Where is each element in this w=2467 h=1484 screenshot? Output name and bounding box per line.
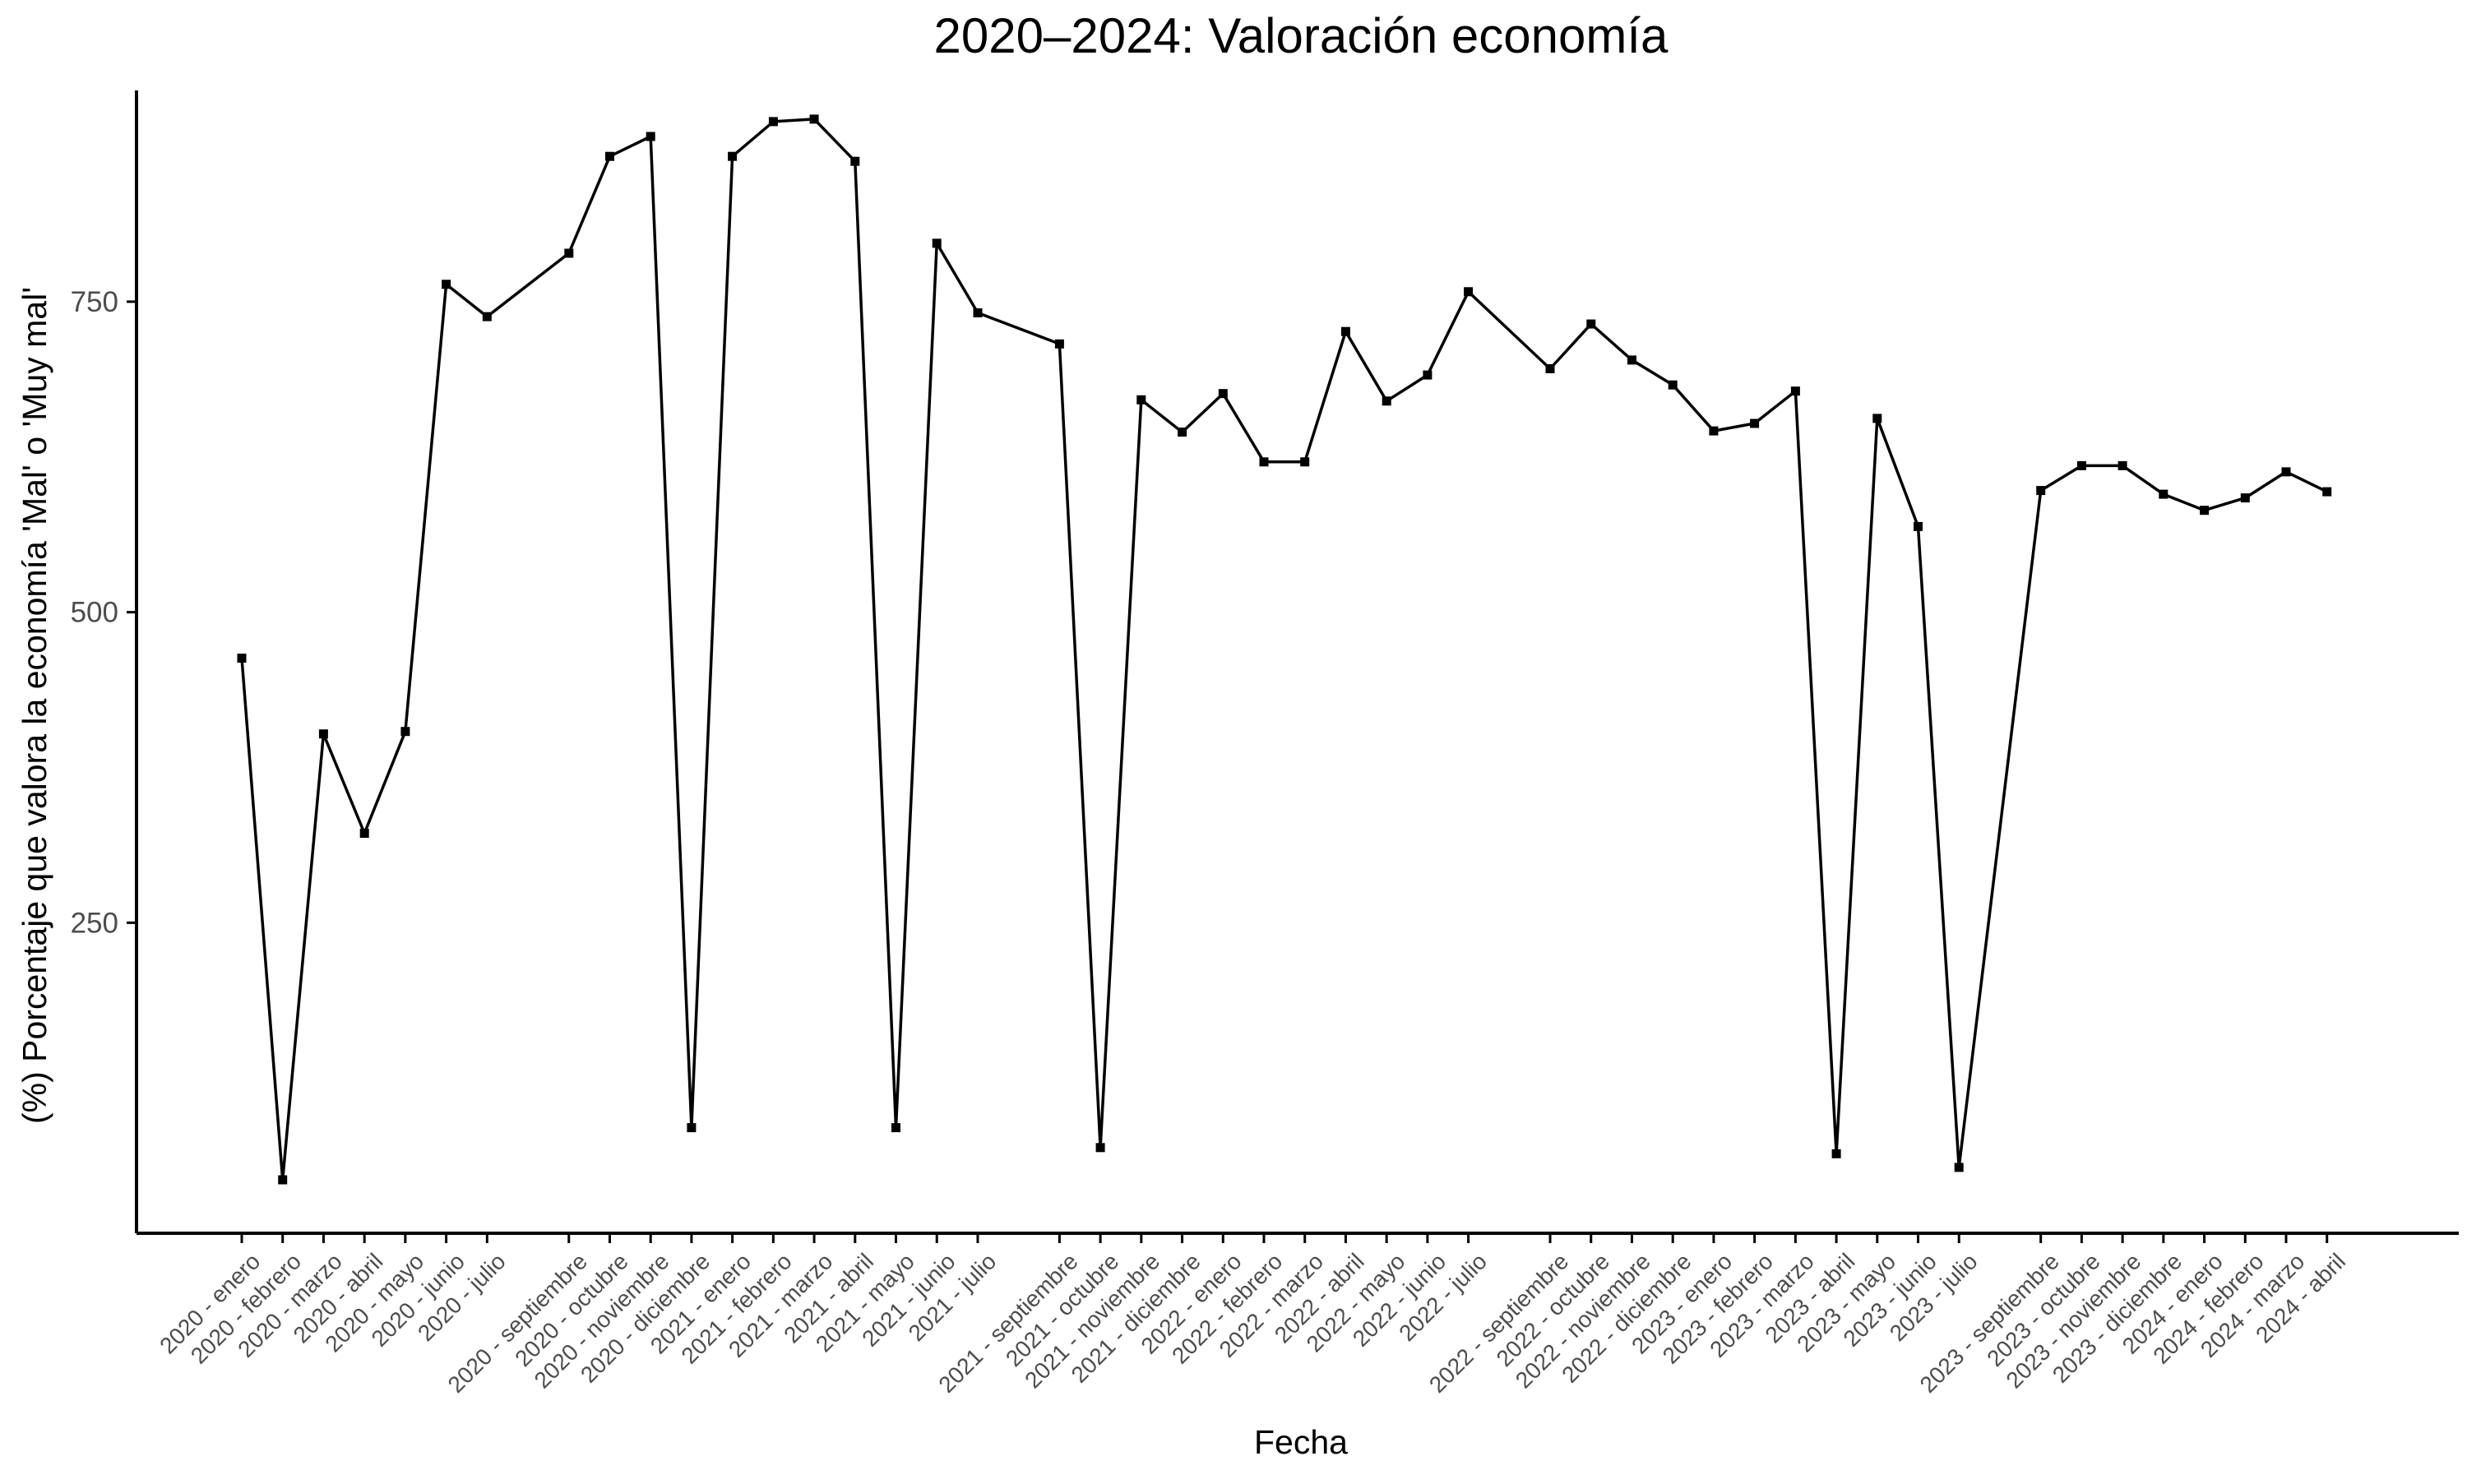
data-point <box>1954 1163 1964 1172</box>
data-point <box>564 248 574 258</box>
data-point <box>646 132 655 141</box>
data-point <box>1914 521 1923 531</box>
data-point <box>1218 389 1228 399</box>
data-point <box>1423 370 1433 380</box>
data-point <box>1340 326 1350 336</box>
data-point <box>932 238 942 248</box>
series-points-layer <box>237 114 2332 1185</box>
data-point <box>2076 460 2086 470</box>
data-point <box>891 1123 900 1133</box>
data-point <box>1790 386 1800 396</box>
series-line <box>240 118 2328 1181</box>
data-point <box>1464 287 1474 297</box>
y-tick-label: 500 <box>71 597 118 629</box>
data-point <box>237 654 247 663</box>
data-point <box>318 729 328 739</box>
data-point <box>1178 428 1187 437</box>
y-tick-label: 250 <box>71 907 118 939</box>
data-point <box>1545 364 1555 373</box>
data-point <box>1259 457 1269 467</box>
data-point <box>768 117 778 127</box>
data-point <box>2159 489 2168 499</box>
chart-title: 2020–2024: Valoración economía <box>934 8 1669 63</box>
data-point <box>278 1175 288 1185</box>
x-axis-title: Fecha <box>1254 1423 1348 1461</box>
data-point <box>442 280 451 289</box>
data-point <box>2118 460 2127 470</box>
axes <box>135 90 2459 1235</box>
y-axis-ticks: 250 500 750 <box>71 286 137 939</box>
data-point <box>2200 506 2210 515</box>
data-point <box>973 308 983 317</box>
data-point <box>1750 418 1760 428</box>
data-point <box>605 151 614 161</box>
data-point <box>728 151 738 161</box>
data-point <box>687 1123 697 1133</box>
data-point <box>1586 319 1596 329</box>
data-point <box>1136 395 1146 405</box>
data-point <box>1095 1143 1105 1153</box>
data-point <box>1872 414 1882 423</box>
data-point <box>400 727 410 737</box>
data-point <box>2281 467 2291 477</box>
data-point <box>482 312 492 321</box>
data-point <box>1668 380 1678 390</box>
data-point <box>1300 457 1310 467</box>
data-point <box>1382 396 1391 406</box>
data-point <box>809 114 819 124</box>
data-point <box>850 156 860 166</box>
data-point <box>1831 1149 1841 1158</box>
data-point <box>2036 486 2046 496</box>
data-point <box>1709 426 1719 436</box>
series-line-layer <box>240 118 2328 1181</box>
data-point <box>2322 487 2332 497</box>
data-point <box>1627 355 1636 365</box>
y-tick-label: 750 <box>71 286 118 318</box>
data-point <box>2240 493 2250 503</box>
data-point <box>359 829 369 838</box>
y-axis-title: (%) Porcentaje que valora la economía 'M… <box>16 287 53 1124</box>
data-point <box>1054 339 1064 349</box>
